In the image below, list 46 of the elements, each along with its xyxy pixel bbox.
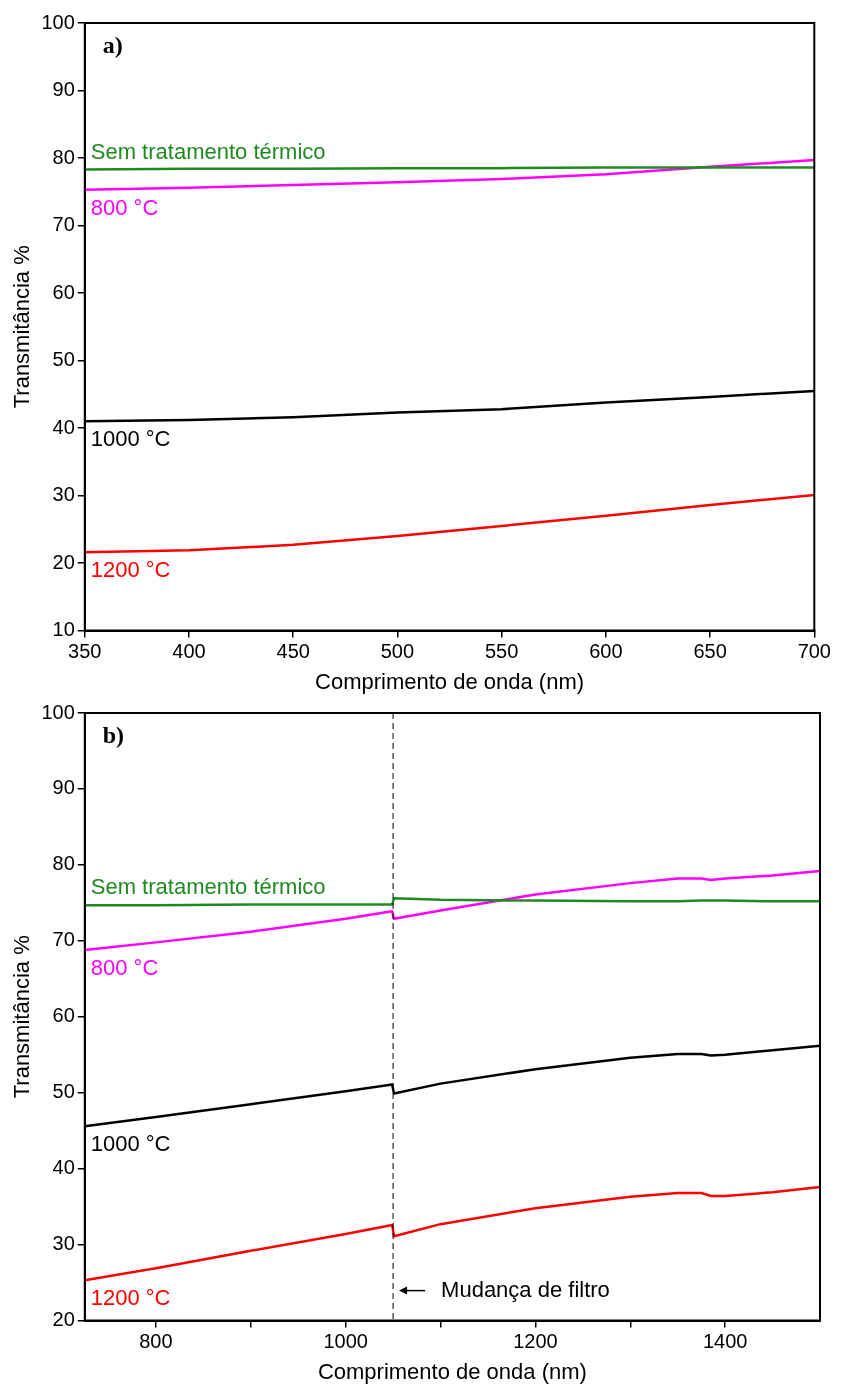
y-tick-label: 60 bbox=[52, 280, 75, 303]
y-tick-label: 30 bbox=[52, 1232, 75, 1255]
series-label: 1200 °C bbox=[90, 557, 171, 583]
y-tick-label: 80 bbox=[52, 852, 75, 875]
y-tick-label: 40 bbox=[52, 415, 75, 438]
y-tick-label: 20 bbox=[52, 1308, 75, 1331]
ref-line-label: Mudança de filtro bbox=[441, 1276, 610, 1302]
y-tick-label: 90 bbox=[52, 776, 75, 799]
x-tick-label: 600 bbox=[589, 640, 623, 663]
series-label: 1000 °C bbox=[90, 426, 171, 452]
y-tick-label: 40 bbox=[52, 1156, 75, 1179]
x-axis-title: Comprimento de onda (nm) bbox=[317, 1358, 587, 1384]
y-tick-label: 60 bbox=[52, 1004, 75, 1027]
series-label: 1000 °C bbox=[90, 1131, 171, 1157]
y-tick-label: 20 bbox=[52, 550, 75, 573]
x-tick-label: 350 bbox=[68, 640, 102, 663]
x-tick-label: 400 bbox=[172, 640, 206, 663]
y-tick-label: 70 bbox=[52, 213, 75, 236]
y-tick-label: 100 bbox=[41, 10, 75, 33]
x-axis-title: Comprimento de onda (nm) bbox=[315, 668, 585, 694]
series-label: 800 °C bbox=[90, 955, 159, 981]
x-tick-label: 1000 bbox=[323, 1330, 368, 1353]
x-tick-label: 800 bbox=[139, 1330, 173, 1353]
annotation: b) bbox=[102, 722, 125, 749]
annotation: a) bbox=[102, 32, 123, 59]
x-tick-label: 1200 bbox=[513, 1330, 558, 1353]
y-axis-title: Transmitância % bbox=[9, 935, 35, 1099]
x-tick-label: 500 bbox=[380, 640, 415, 663]
series-label: 1200 °C bbox=[90, 1285, 171, 1311]
x-tick-label: 1400 bbox=[702, 1330, 748, 1353]
y-tick-label: 10 bbox=[52, 618, 75, 641]
y-tick-label: 70 bbox=[52, 928, 75, 951]
y-tick-label: 30 bbox=[52, 483, 75, 506]
x-tick-label: 550 bbox=[484, 640, 519, 663]
y-tick-label: 50 bbox=[52, 1080, 75, 1103]
x-tick-label: 700 bbox=[797, 640, 831, 663]
series-label: Sem tratamento térmico bbox=[90, 138, 326, 164]
y-tick-label: 100 bbox=[41, 700, 75, 723]
y-tick-label: 50 bbox=[52, 348, 75, 371]
y-tick-label: 90 bbox=[52, 78, 75, 101]
series-label: Sem tratamento térmico bbox=[90, 874, 326, 900]
series-label: 800 °C bbox=[90, 194, 159, 220]
y-tick-label: 80 bbox=[52, 145, 75, 168]
x-tick-label: 450 bbox=[276, 640, 310, 663]
x-tick-label: 650 bbox=[693, 640, 727, 663]
y-axis-title: Transmitância % bbox=[9, 245, 35, 409]
